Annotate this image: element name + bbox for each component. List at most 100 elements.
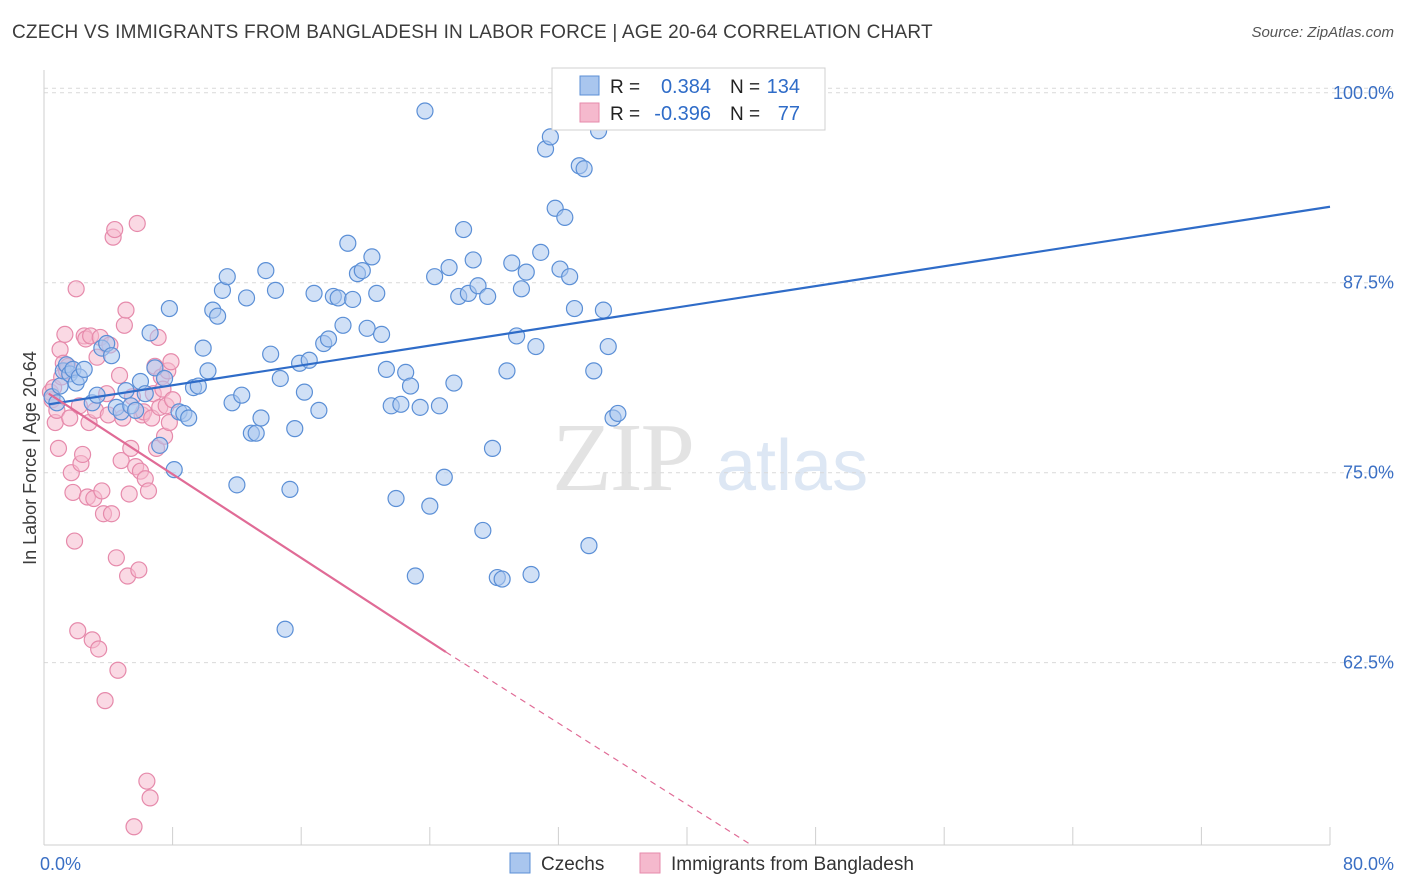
czechs-point	[194, 339, 212, 357]
legend-swatch-bangladesh	[639, 852, 661, 874]
chart-title: CZECH VS IMMIGRANTS FROM BANGLADESH IN L…	[12, 22, 933, 43]
stats-bangladesh-r-value: -0.396	[654, 103, 711, 125]
czechs-point	[329, 289, 347, 307]
bangladesh-point	[69, 622, 87, 640]
x-tick-label-max: 80.0%	[1343, 854, 1394, 874]
y-tick-label: 87.5%	[1343, 273, 1394, 293]
czechs-point	[180, 409, 198, 427]
czechs-point	[464, 251, 482, 269]
czechs-point	[512, 280, 531, 298]
czechs-point	[401, 377, 420, 395]
stats-swatch-bangladesh	[579, 102, 600, 123]
czechs-point	[493, 570, 511, 588]
czechs-point	[609, 404, 627, 423]
czechs-point	[209, 307, 227, 325]
czechs-point	[585, 362, 603, 380]
bangladesh-point	[128, 214, 146, 233]
bangladesh-point	[110, 366, 129, 385]
czechs-point	[353, 261, 371, 280]
bangladesh-point	[64, 483, 82, 502]
czechs-point	[286, 420, 304, 438]
czechs-point	[252, 409, 270, 427]
czechs-point	[532, 243, 550, 261]
czechs-point	[498, 362, 516, 380]
czechs-point	[141, 324, 159, 342]
stats-czechs-r-label: R =	[610, 77, 640, 98]
czechs-point	[281, 480, 299, 499]
watermark-atlas: atlas	[716, 426, 868, 506]
czechs-point	[435, 468, 453, 486]
chart-source: Source: ZipAtlas.com	[1251, 24, 1394, 41]
stats-czechs-r-value: 0.384	[661, 76, 711, 98]
bangladesh-point	[120, 485, 138, 503]
bangladesh-point	[115, 316, 133, 334]
czechs-point	[344, 290, 362, 309]
czechs-point	[430, 397, 449, 415]
czechs-point	[271, 369, 289, 388]
czechs-point	[483, 439, 502, 457]
bangladesh-point	[93, 482, 111, 500]
bangladesh-point	[138, 772, 156, 790]
czechs-point	[75, 360, 93, 378]
bangladesh-trend-line	[48, 392, 447, 653]
bangladesh-point	[162, 353, 180, 371]
czechs-point	[575, 160, 593, 178]
legend-label-bangladesh: Immigrants from Bangladesh	[671, 854, 914, 875]
bangladesh-point	[117, 301, 135, 319]
bangladesh-point	[112, 451, 130, 470]
bangladesh-point	[109, 661, 127, 679]
czechs-point	[469, 277, 487, 295]
y-axis-tick-labels: 62.5% 75.0% 87.5% 100.0%	[1333, 83, 1394, 673]
czechs-point	[228, 476, 246, 494]
czechs-point	[358, 319, 376, 337]
czechs-point	[474, 521, 492, 540]
czechs-point	[155, 369, 174, 388]
czechs-point	[233, 386, 251, 404]
bangladesh-point	[73, 445, 92, 464]
czechs-point	[146, 359, 164, 377]
czechs-point	[565, 299, 584, 318]
czechs-point	[522, 565, 540, 584]
stats-czechs-n-value: 134	[767, 76, 800, 98]
x-axis-ticks	[172, 827, 1331, 845]
bangladesh-point	[130, 561, 148, 579]
legend: Czechs Immigrants from Bangladesh	[509, 852, 914, 875]
czechs-point	[599, 337, 617, 356]
stats-bangladesh-n-value: 77	[778, 103, 800, 125]
czechs-point	[479, 287, 497, 306]
czechs-points	[43, 84, 646, 638]
bangladesh-point	[96, 692, 114, 710]
czechs-point	[445, 374, 463, 392]
bangladesh-point	[141, 789, 159, 807]
bangladesh-point	[90, 640, 108, 658]
czechs-point	[295, 383, 314, 401]
bangladesh-point	[49, 439, 68, 457]
czechs-point	[527, 337, 545, 356]
bangladesh-point	[107, 549, 125, 567]
czechs-point	[580, 537, 598, 555]
czechs-point	[377, 360, 395, 378]
czechs-point	[310, 401, 328, 419]
czechs-point	[368, 284, 386, 302]
stats-bangladesh-n-label: N =	[730, 104, 760, 125]
czechs-point	[440, 258, 458, 277]
czechs-point	[363, 248, 381, 266]
czechs-point	[426, 268, 444, 286]
czechs-point	[151, 436, 169, 454]
czechs-point	[454, 220, 473, 239]
stats-bangladesh-r-label: R =	[610, 104, 640, 125]
czechs-point	[319, 330, 338, 348]
czechs-point	[416, 102, 434, 120]
trend-lines	[48, 205, 1331, 846]
czechs-trend-line	[48, 205, 1331, 406]
czechs-point	[127, 401, 145, 419]
bangladesh-point	[160, 413, 178, 432]
czechs-point	[199, 362, 217, 380]
stats-box: R = 0.384 N = 134 R = -0.396 N = 77	[551, 67, 826, 131]
czechs-point	[218, 268, 236, 286]
bangladesh-point	[125, 818, 143, 836]
czechs-point	[503, 254, 521, 272]
czechs-point	[339, 234, 357, 252]
czechs-point	[160, 299, 178, 318]
czechs-point	[561, 268, 579, 286]
